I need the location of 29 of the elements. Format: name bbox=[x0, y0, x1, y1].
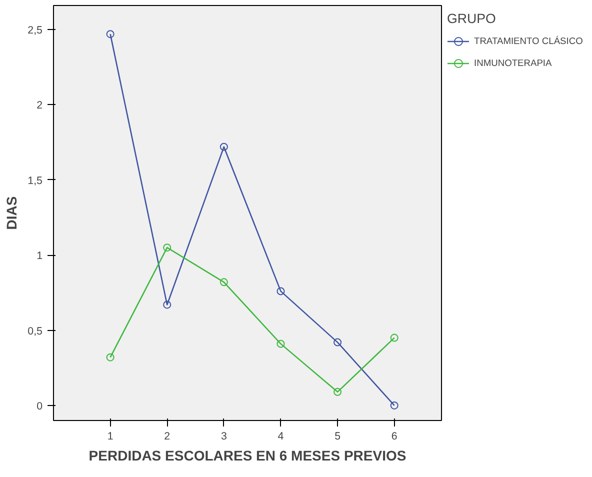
y-tick-label: 2,5 bbox=[28, 24, 43, 37]
y-tick-label: 1,5 bbox=[28, 174, 43, 187]
x-tick-label: 5 bbox=[334, 430, 341, 442]
x-tick-label: 6 bbox=[391, 430, 398, 442]
point bbox=[276, 287, 285, 296]
point bbox=[220, 142, 228, 151]
x-tick-label: 2 bbox=[164, 430, 170, 442]
point bbox=[163, 300, 172, 309]
point bbox=[106, 353, 114, 362]
y-tick-label: 0,5 bbox=[28, 325, 43, 338]
x-axis-title: PERDIDAS ESCOLARES EN 6 MESES PREVIOS bbox=[88, 448, 406, 464]
point bbox=[390, 334, 398, 342]
point bbox=[334, 338, 342, 346]
point bbox=[334, 388, 342, 396]
y-tick-label: 1 bbox=[36, 250, 43, 262]
legend-label: INMUNOTERAPIA bbox=[474, 58, 552, 68]
point bbox=[276, 340, 285, 348]
y-axis-title: DIAS bbox=[4, 196, 20, 230]
x-tick-label: 3 bbox=[220, 430, 227, 442]
point bbox=[390, 401, 398, 410]
x-tick-label: 4 bbox=[278, 430, 284, 442]
y-tick-label: 0 bbox=[36, 400, 43, 412]
point bbox=[163, 244, 172, 252]
legend-title: GRUPO bbox=[447, 11, 497, 26]
legend-label: TRATAMIENTO CLÁSICO bbox=[474, 36, 583, 46]
x-tick-label: 1 bbox=[107, 430, 114, 442]
y-tick-label: 2 bbox=[36, 100, 43, 112]
point bbox=[106, 30, 114, 38]
point bbox=[220, 278, 228, 286]
